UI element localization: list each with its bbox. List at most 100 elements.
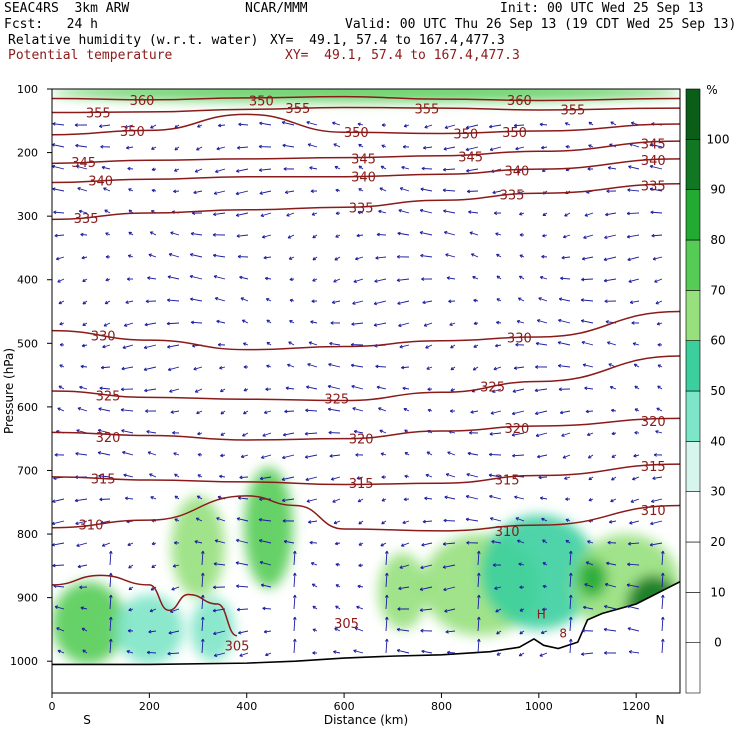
theta-label: 340 [641, 154, 666, 169]
wind-vector [495, 608, 502, 613]
wind-arrowhead [443, 209, 447, 213]
colorbar-bin [685, 592, 701, 643]
wind-vector [632, 342, 640, 346]
wind-vector [264, 630, 272, 633]
wind-arrowhead [287, 363, 291, 368]
wind-vector [287, 364, 295, 368]
wind-arrowhead [660, 572, 665, 576]
wind-vector [514, 124, 525, 127]
wind-arrowhead [403, 123, 408, 128]
wind-vector [385, 550, 388, 566]
x-tick-label: 200 [139, 700, 160, 713]
wind-arrowhead [466, 540, 470, 545]
wind-arrowhead [466, 189, 471, 194]
wind-vector [466, 495, 479, 500]
wind-vector [477, 638, 480, 654]
theta-label: 355 [86, 107, 111, 122]
wind-arrowhead [53, 210, 57, 215]
wind-vector [97, 452, 111, 456]
wind-arrowhead [419, 208, 424, 213]
wind-arrowhead [195, 517, 200, 521]
field2-xy: XY= 49.1, 57.4 to 167.4,477.3 [285, 48, 520, 63]
wind-arrowhead [309, 166, 313, 170]
wind-arrowhead [190, 297, 194, 302]
wind-arrowhead [238, 122, 242, 127]
wind-vector [216, 320, 226, 324]
wind-arrowhead [655, 300, 659, 305]
theta-contour-345 [52, 140, 680, 165]
wind-vector [374, 278, 387, 282]
wind-vector [126, 146, 134, 149]
wind-vector [585, 561, 594, 566]
wind-vector [80, 607, 88, 610]
x-axis-label: Distance (km) [324, 713, 408, 727]
wind-arrowhead [628, 650, 633, 654]
wind-vector [201, 638, 204, 654]
wind-arrowhead [307, 363, 311, 367]
wind-arrowhead [626, 583, 630, 587]
rh-patch-4 [190, 597, 235, 662]
wind-arrowhead [607, 166, 612, 170]
wind-arrowhead [476, 594, 481, 598]
wind-arrowhead [650, 143, 654, 147]
wind-vector [399, 187, 410, 192]
wind-vector [587, 540, 594, 544]
wind-arrowhead [404, 474, 408, 479]
wind-vector [98, 408, 111, 412]
wind-vector [196, 410, 203, 414]
theta-label: 355 [414, 103, 439, 118]
theta-label: 355 [560, 103, 585, 118]
wind-arrowhead [236, 607, 241, 612]
wind-vector [627, 563, 640, 566]
wind-arrowhead [443, 587, 447, 592]
wind-vector [236, 518, 249, 522]
wind-arrowhead [445, 253, 449, 257]
wind-arrowhead [376, 232, 380, 237]
wind-arrowhead [633, 453, 637, 458]
wind-arrowhead [121, 366, 125, 371]
theta-label: 340 [351, 171, 376, 186]
wind-vector [626, 584, 640, 588]
wind-arrowhead [108, 638, 113, 642]
wind-arrowhead [489, 432, 493, 436]
wind-arrowhead [380, 543, 384, 547]
wind-arrowhead [558, 297, 563, 302]
wind-arrowhead [587, 455, 592, 459]
wind-arrowhead [288, 256, 293, 260]
wind-vector [629, 520, 640, 524]
wind-vector [98, 475, 111, 478]
wind-arrowhead [172, 564, 177, 568]
wind-arrowhead [535, 365, 539, 369]
wind-vector [352, 300, 364, 305]
wind-vector [477, 550, 480, 566]
colorbar-label: 50 [710, 384, 725, 398]
wind-arrowhead [122, 345, 126, 350]
wind-vector [309, 167, 318, 170]
colorbar: 0 10 20 30 40 50 60 70 80 90 100% [685, 83, 729, 694]
wind-vector [661, 550, 664, 566]
wind-vector [260, 476, 272, 480]
wind-vector [282, 144, 295, 148]
wind-arrowhead [450, 345, 454, 349]
wind-arrowhead [82, 649, 86, 653]
wind-arrowhead [308, 520, 312, 524]
theta-contour-320 [52, 417, 680, 441]
wind-vector [172, 564, 180, 567]
wind-arrowhead [263, 410, 268, 415]
wind-vector [398, 209, 410, 214]
wind-arrowhead [519, 254, 523, 258]
wind-vector [57, 407, 65, 412]
wind-vector [293, 594, 296, 610]
wind-arrowhead [190, 231, 195, 236]
wind-vector [101, 366, 111, 369]
wind-vector [126, 650, 134, 654]
wind-vector [305, 476, 318, 481]
colorbar-bin [685, 340, 701, 392]
wind-vector [356, 606, 364, 610]
wind-vector [627, 234, 640, 238]
wind-vector [445, 473, 456, 478]
wind-vector [607, 341, 617, 346]
wind-arrowhead [568, 572, 573, 576]
wind-arrowhead [604, 604, 608, 609]
